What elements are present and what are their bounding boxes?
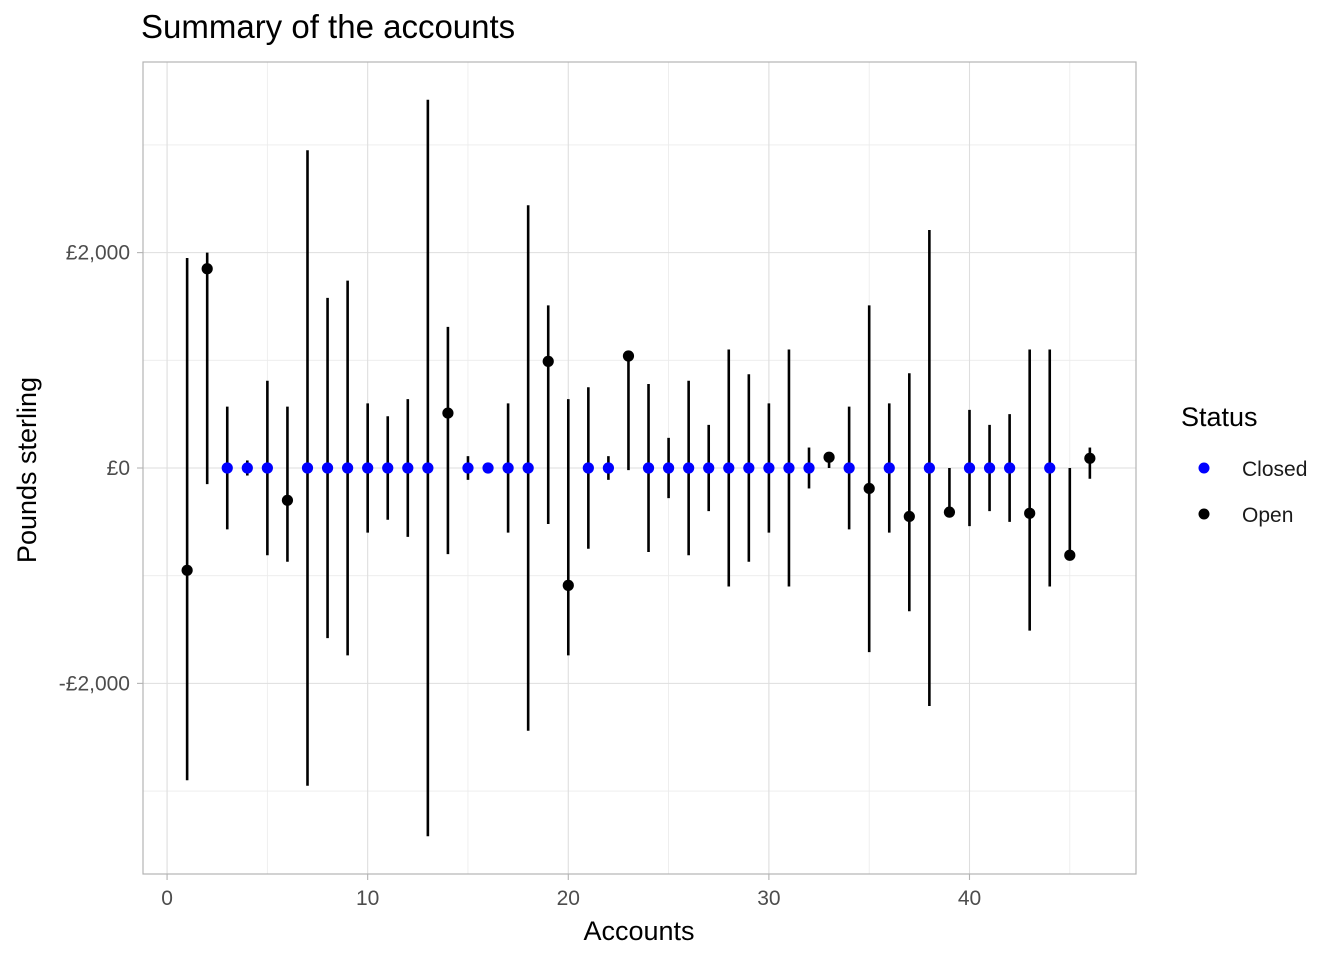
legend-label-open: Open xyxy=(1242,504,1293,527)
data-point-open xyxy=(201,263,213,275)
legend: Status Closed Open xyxy=(1181,402,1307,527)
legend-label-closed: Closed xyxy=(1242,458,1307,481)
data-point-open xyxy=(622,350,635,362)
data-point-open xyxy=(181,564,193,576)
legend-title: Status xyxy=(1181,402,1258,432)
data-point-closed xyxy=(783,462,795,474)
data-point-closed xyxy=(221,462,233,474)
x-tick-label: 10 xyxy=(356,887,379,910)
y-tick-label: £0 xyxy=(107,457,130,480)
data-point-open xyxy=(281,494,294,506)
data-point-open xyxy=(542,355,554,367)
data-point-closed xyxy=(602,462,615,474)
data-point-open xyxy=(442,407,454,419)
data-point-closed xyxy=(462,462,474,474)
data-point-closed xyxy=(582,462,594,474)
x-axis-title: Accounts xyxy=(583,916,694,946)
data-point-closed xyxy=(983,462,996,474)
data-point-closed xyxy=(763,462,775,474)
y-tick-label: £2,000 xyxy=(66,242,130,265)
data-point-closed xyxy=(662,462,675,474)
x-tick-label: 20 xyxy=(557,887,580,910)
y-axis-ticks: -£2,000 £0 £2,000 xyxy=(59,242,143,695)
data-point-open xyxy=(943,506,956,518)
data-point-closed xyxy=(241,462,253,474)
data-point-open xyxy=(823,451,835,463)
data-point-open xyxy=(1064,549,1076,561)
data-point-closed xyxy=(301,462,314,474)
data-point-closed xyxy=(743,462,755,474)
data-point-closed xyxy=(422,462,434,474)
data-point-open xyxy=(1024,507,1036,519)
data-point-closed xyxy=(703,462,715,474)
data-point-closed xyxy=(482,462,494,474)
data-point-open xyxy=(863,482,875,495)
data-points xyxy=(181,263,1096,591)
data-point-closed xyxy=(883,462,895,474)
y-axis-title: Pounds sterling xyxy=(12,377,42,563)
data-point-closed xyxy=(362,462,374,474)
data-point-closed xyxy=(923,462,935,474)
data-point-closed xyxy=(522,462,534,474)
data-point-open xyxy=(1084,452,1096,464)
data-point-closed xyxy=(683,462,695,474)
data-point-closed xyxy=(1004,462,1016,474)
data-point-closed xyxy=(502,462,514,474)
x-tick-label: 30 xyxy=(757,887,780,910)
x-axis-ticks: 0 10 20 30 40 xyxy=(161,874,981,910)
data-point-closed xyxy=(261,462,273,474)
y-tick-label: -£2,000 xyxy=(59,672,130,695)
data-point-closed xyxy=(963,462,976,474)
data-point-closed xyxy=(843,462,855,474)
x-tick-label: 0 xyxy=(161,887,173,910)
legend-key-closed xyxy=(1198,462,1210,474)
x-tick-label: 40 xyxy=(958,887,981,910)
legend-key-open xyxy=(1198,508,1210,520)
data-point-closed xyxy=(321,462,334,474)
data-point-closed xyxy=(803,462,815,474)
data-point-closed xyxy=(342,462,354,474)
data-point-closed xyxy=(382,462,394,474)
data-point-closed xyxy=(642,462,655,474)
chart-title: Summary of the accounts xyxy=(141,8,515,45)
data-point-closed xyxy=(402,462,414,474)
data-point-open xyxy=(903,510,915,523)
data-point-closed xyxy=(723,462,735,474)
data-point-open xyxy=(562,579,574,591)
data-point-closed xyxy=(1044,462,1056,474)
